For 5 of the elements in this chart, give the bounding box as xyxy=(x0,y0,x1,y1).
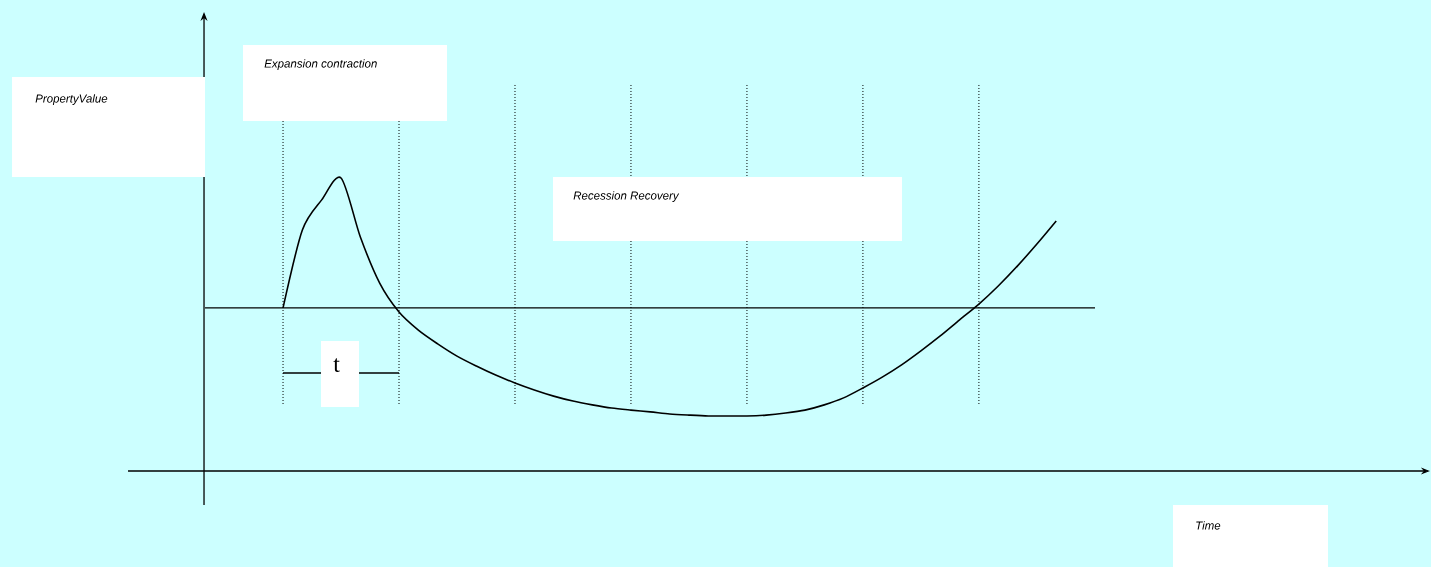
text: Expansion contraction xyxy=(264,59,377,70)
text: Time xyxy=(1196,521,1221,530)
text: PropertyValue xyxy=(35,94,108,105)
annotation: t xyxy=(333,358,340,372)
annotation: Recession Recovery xyxy=(573,191,680,202)
